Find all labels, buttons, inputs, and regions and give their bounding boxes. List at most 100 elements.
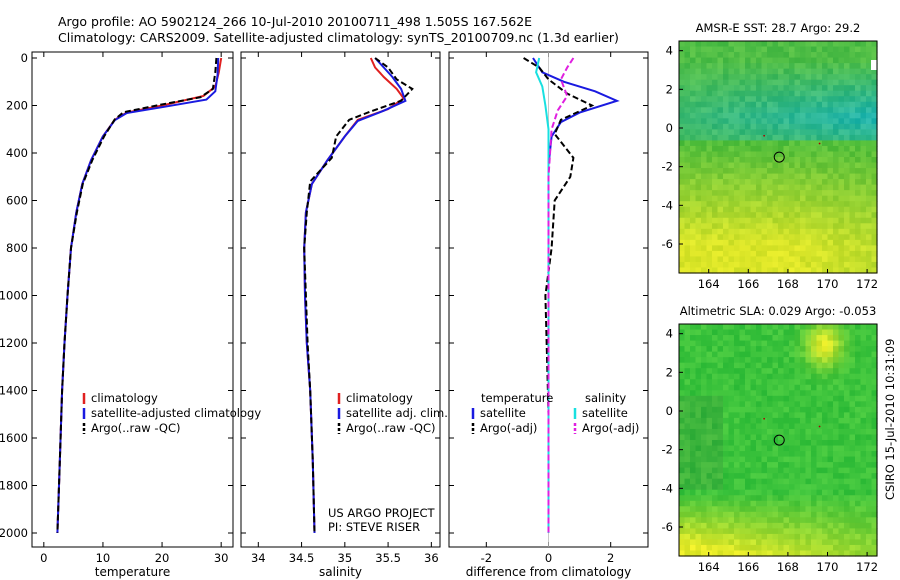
map-pixel [778,478,785,485]
map-pixel [805,234,812,241]
map-pixel [728,423,735,430]
map-pixel [717,489,724,496]
map-pixel [811,228,818,235]
map-pixel [750,362,757,369]
map-pixel [756,195,763,202]
map-pixel [805,74,812,81]
map-pixel [816,201,823,208]
map-pixel [794,456,801,463]
diff-legend-temperature-title: temperature [481,391,553,405]
map-pixel [778,190,785,197]
map-pixel [871,533,878,541]
map-pixel [805,373,812,380]
map-pixel [723,506,730,513]
map-pixel [789,190,796,197]
map-pixel [695,533,702,541]
map-pixel [871,423,878,430]
map-pixel [767,544,774,552]
map-pixel [739,173,746,180]
map-pixel [728,478,735,485]
map-pixel [816,412,823,419]
map-pixel [822,495,829,502]
map-pixel [871,173,878,180]
map-pixel [706,390,713,397]
map-pixel [783,206,790,213]
map-pixel [723,46,730,53]
map-pixel [679,495,686,502]
map-pixel [833,184,840,191]
map-pixel [783,406,790,413]
map-pixel [816,190,823,197]
map-pixel [701,245,708,252]
map-pixel [789,195,796,202]
map-pixel [767,462,774,469]
map-pixel [701,528,708,535]
map-pixel [822,500,829,507]
map-pixel [805,395,812,402]
map-pixel [712,456,719,463]
map-pixel [772,528,779,535]
map-pixel [723,168,730,175]
map-pixel [833,500,840,507]
map-pixel [745,68,752,75]
map-pixel [772,250,779,258]
map-pixel [822,379,829,386]
map-pixel [723,118,730,125]
sla-map-frame [678,323,878,557]
map-pixel [855,451,862,458]
map-pixel [783,390,790,397]
map-pixel [728,261,735,269]
map-pixel [789,157,796,164]
map-pixel [827,478,834,485]
map-pixel [822,544,829,552]
map-pixel [822,206,829,213]
map-pixel [838,96,845,103]
map-pixel [849,368,856,375]
map-pixel [811,544,818,552]
map-pixel [684,539,691,546]
map-pixel [849,489,856,496]
map-pixel [712,473,719,480]
map-pixel [695,484,702,491]
map-pixel [772,401,779,408]
map-pixel [750,157,757,164]
map-pixel [778,550,785,557]
map-pixel [717,217,724,224]
map-pixel [783,212,790,219]
map-pixel [701,462,708,469]
map-pixel [695,539,702,546]
map-pixel [816,406,823,413]
map-pixel [717,495,724,502]
map-pixel [822,190,829,197]
map-pixel [805,544,812,552]
map-pixel [811,522,818,529]
map-pixel [717,351,724,358]
map-pixel [783,256,790,263]
map-pixel [750,63,757,70]
map-pixel [800,129,807,136]
map-pixel [871,123,878,130]
map-pixel [816,129,823,136]
map-pixel [816,390,823,397]
map-pixel [684,101,691,108]
map-pixel [695,145,702,153]
map-pixel [761,157,768,164]
map-pixel [728,201,735,208]
map-pixel [772,245,779,252]
map-pixel [739,267,746,274]
map-pixel [789,234,796,241]
map-pixel [783,373,790,380]
map-pixel [849,201,856,208]
map-pixel [783,395,790,402]
map-pixel [855,335,862,342]
map-pixel [756,206,763,213]
map-pixel [789,179,796,186]
map-pixel [728,96,735,103]
map-pixel [712,522,719,529]
map-pixel [800,173,807,180]
map-pixel [739,195,746,202]
map-pixel [761,63,768,70]
map-pixel [844,550,851,557]
map-pixel [871,140,878,147]
map-pixel [778,168,785,175]
